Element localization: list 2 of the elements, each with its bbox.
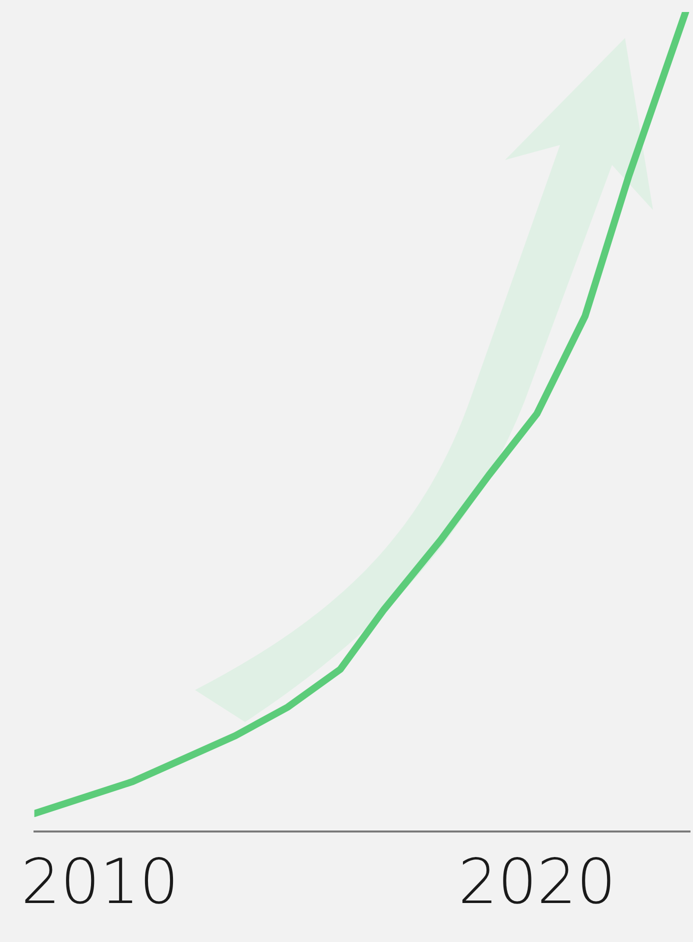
x-tick-label: 2010: [20, 844, 179, 918]
x-tick-label: 2020: [458, 844, 616, 918]
